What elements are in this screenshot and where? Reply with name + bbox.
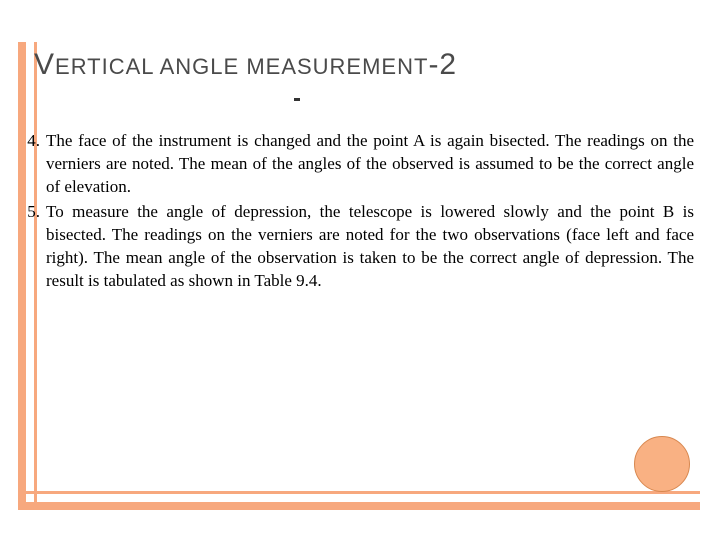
title-cap-v: V	[34, 48, 55, 81]
content-area: 4. The face of the instrument is changed…	[18, 130, 702, 295]
item-text: To measure the angle of depression, the …	[46, 201, 702, 293]
item-number: 5.	[18, 201, 46, 293]
title-rest-2: ANGLE MEASUREMENT	[154, 54, 429, 79]
small-mark	[294, 98, 300, 101]
title-dash: -2	[428, 48, 457, 81]
border-bottom-outer	[18, 502, 700, 510]
border-bottom-inner	[18, 491, 700, 494]
list-item: 5. To measure the angle of depression, t…	[18, 201, 702, 293]
slide-title: VERTICAL ANGLE MEASUREMENT-2	[34, 48, 457, 82]
item-text: The face of the instrument is changed an…	[46, 130, 702, 199]
item-number: 4.	[18, 130, 46, 199]
list-item: 4. The face of the instrument is changed…	[18, 130, 702, 199]
accent-circle	[634, 436, 690, 492]
title-rest-1: ERTICAL	[55, 54, 154, 79]
